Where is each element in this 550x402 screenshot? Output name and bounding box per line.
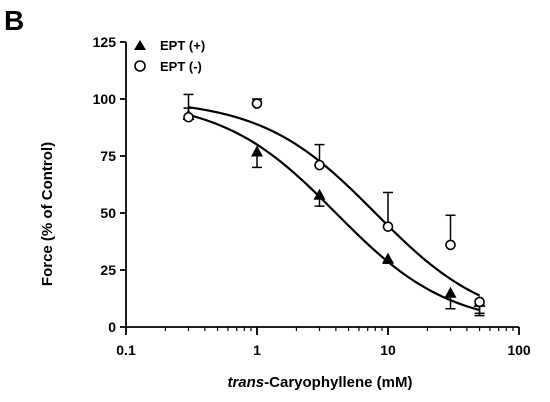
triangle-point bbox=[313, 188, 326, 200]
fit-curves bbox=[188, 106, 481, 312]
y-tick-label: 50 bbox=[100, 205, 116, 221]
y-tick-label: 25 bbox=[100, 262, 116, 278]
triangle-point bbox=[382, 252, 394, 264]
panel-label: B bbox=[4, 5, 24, 36]
y-tick-label: 75 bbox=[100, 148, 116, 164]
legend-label-ept-minus: EPT (-) bbox=[160, 59, 202, 74]
data-points bbox=[182, 93, 486, 317]
circle-point bbox=[382, 221, 394, 232]
triangle-point bbox=[251, 145, 263, 157]
triangle-point bbox=[444, 286, 457, 298]
y-tick-label: 125 bbox=[93, 34, 117, 50]
legend-entry-ept-plus: EPT (+) bbox=[134, 38, 205, 53]
x-tick-label: 10 bbox=[380, 342, 396, 358]
circle-point bbox=[183, 111, 194, 123]
legend: EPT (+) EPT (-) bbox=[134, 38, 205, 74]
x-axis-label-rest: -Caryophyllene (mM) bbox=[264, 374, 412, 391]
x-tick-label: 0.1 bbox=[116, 342, 136, 358]
x-axis-label: trans-Caryophyllene (mM) bbox=[227, 374, 412, 391]
circle-point bbox=[445, 239, 456, 251]
legend-entry-ept-minus: EPT (-) bbox=[134, 59, 202, 74]
fit-curve-0 bbox=[188, 113, 480, 312]
circle-point bbox=[251, 98, 263, 109]
fit-curve-1 bbox=[188, 106, 481, 297]
y-tick-label: 0 bbox=[108, 319, 116, 335]
y-tick-label: 100 bbox=[93, 91, 117, 107]
x-tick-label: 100 bbox=[507, 342, 531, 358]
x-axis-label-italic: trans bbox=[227, 374, 264, 391]
legend-circle-marker bbox=[134, 60, 146, 72]
x-axis: 0.1 1 10 100 bbox=[116, 326, 531, 358]
legend-triangle-marker bbox=[134, 40, 146, 50]
y-axis-label: Force (% of Control) bbox=[39, 142, 56, 286]
circle-point bbox=[474, 296, 485, 308]
x-tick-label: 1 bbox=[253, 342, 261, 358]
y-axis: 0 25 50 75 100 125 bbox=[93, 34, 127, 335]
circle-point bbox=[314, 159, 325, 171]
legend-label-ept-plus: EPT (+) bbox=[160, 38, 205, 53]
